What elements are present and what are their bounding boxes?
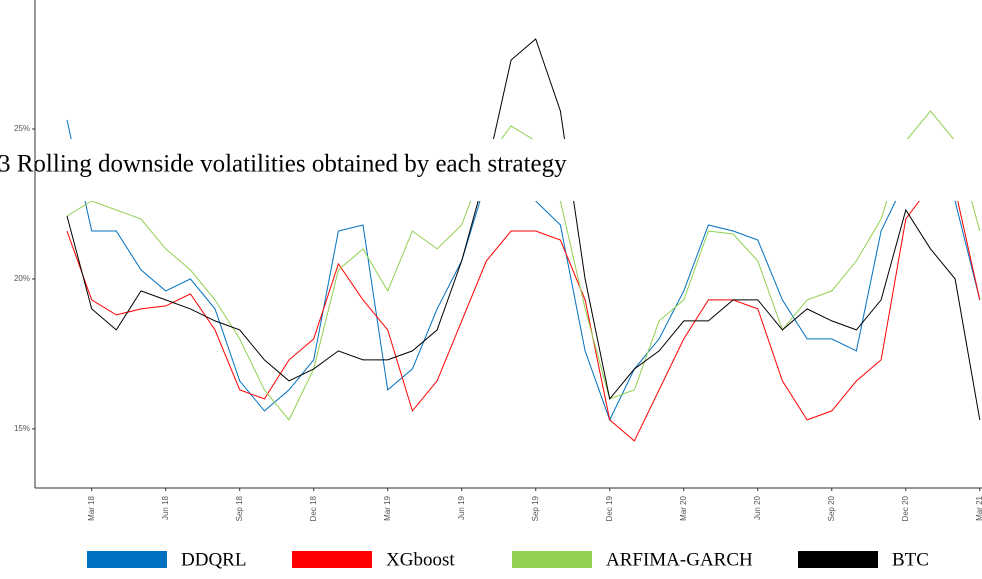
legend-label: XGboost	[386, 549, 455, 570]
y-tick-label: 15%	[14, 424, 30, 433]
series-line	[66, 185, 981, 442]
series-line	[66, 38, 981, 420]
x-tick-label: Mar 21	[975, 495, 982, 520]
x-tick-label: Jun 20	[753, 495, 762, 520]
x-tick-label: Mar 19	[383, 495, 392, 520]
series-line	[66, 110, 981, 421]
legend-swatch	[512, 551, 592, 568]
x-tick-label: Dec 18	[309, 495, 318, 521]
y-tick-label: 20%	[14, 274, 30, 283]
x-tick-label: Dec 19	[605, 495, 614, 521]
x-tick-label: Mar 20	[679, 495, 688, 520]
x-tick-label: Dec 20	[901, 495, 910, 521]
plot-area	[66, 38, 981, 442]
y-tick-label: 25%	[14, 124, 30, 133]
x-tick-label: Sep 18	[235, 495, 244, 521]
x-tick-label: Jun 19	[457, 495, 466, 520]
legend-label: DDQRL	[181, 549, 246, 570]
chart-title: 3 Rolling downside volatilities obtained…	[0, 151, 567, 178]
legend-swatch	[87, 551, 167, 568]
legend: DDQRL XGboost ARFIMA-GARCH BTC	[87, 549, 929, 570]
caption-band	[0, 139, 982, 201]
legend-label: BTC	[892, 549, 929, 570]
legend-label: ARFIMA-GARCH	[606, 549, 753, 570]
x-tick-label: Sep 19	[531, 495, 540, 521]
legend-swatch	[292, 551, 372, 568]
x-tick-label: Jun 18	[161, 495, 170, 520]
x-tick-label: Sep 20	[827, 495, 836, 521]
legend-swatch	[798, 551, 878, 568]
x-tick-label: Mar 18	[87, 495, 96, 520]
